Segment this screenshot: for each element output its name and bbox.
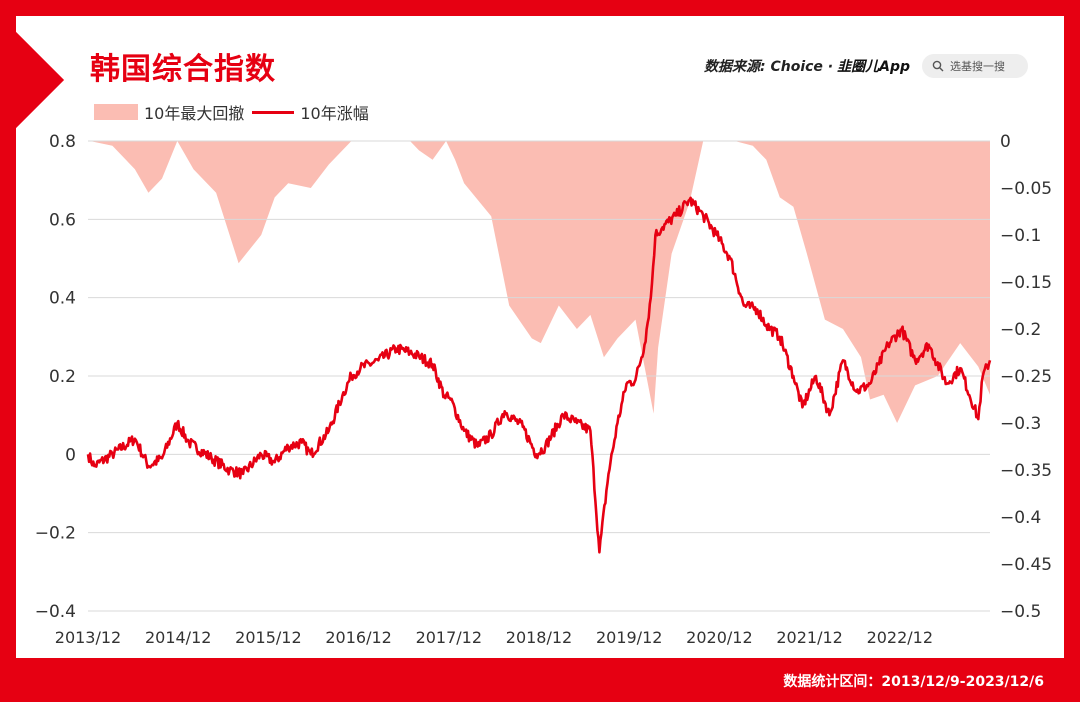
legend-swatch-return [252, 110, 295, 114]
x-axis-tick-label: 2021/12 [776, 628, 842, 647]
right-axis-tick-label: −0.45 [1000, 555, 1052, 575]
left-axis-tick-label: 0.4 [49, 289, 76, 309]
right-axis-tick-label: 0 [1000, 132, 1011, 152]
chart-title: 韩国综合指数 [90, 52, 276, 87]
right-axis-tick-label: −0.2 [1000, 320, 1041, 340]
x-axis-tick-label: 2013/12 [55, 628, 121, 647]
chart-legend: 10年最大回撤 10年涨幅 [94, 100, 369, 124]
right-axis-tick-label: −0.5 [1000, 602, 1041, 622]
right-axis-tick-label: −0.35 [1000, 461, 1052, 481]
source-app-name: 韭圈儿App [837, 59, 911, 75]
x-axis-tick-label: 2020/12 [686, 628, 752, 647]
legend-swatch-drawdown [94, 104, 138, 120]
search-icon [932, 60, 944, 72]
x-axis-tick-label: 2022/12 [867, 628, 933, 647]
x-axis-tick-label: 2016/12 [325, 628, 391, 647]
left-axis-tick-label: −0.2 [35, 524, 76, 544]
right-axis-tick-label: −0.4 [1000, 508, 1041, 528]
fund-search-box[interactable]: 选基搜一搜 [922, 54, 1028, 78]
left-axis-tick-label: 0.2 [49, 367, 76, 387]
x-axis-tick-label: 2015/12 [235, 628, 301, 647]
right-axis-tick-label: −0.05 [1000, 179, 1052, 199]
legend-label-return: 10年涨幅 [300, 104, 369, 123]
right-axis-tick-label: −0.3 [1000, 414, 1041, 434]
right-axis-tick-label: −0.15 [1000, 273, 1052, 293]
data-source-label: 数据来源: Choice · [704, 59, 834, 75]
left-axis-tick-label: 0.8 [49, 132, 76, 152]
legend-label-drawdown: 10年最大回撤 [144, 104, 245, 123]
x-axis-tick-label: 2014/12 [145, 628, 211, 647]
stat-period-footer: 数据统计区间：2013/12/9-2023/12/6 [783, 674, 1044, 690]
x-axis-tick-label: 2019/12 [596, 628, 662, 647]
return-line [86, 196, 992, 554]
left-axis-tick-label: 0 [65, 445, 76, 465]
drawdown-area [89, 141, 991, 423]
data-source: 数据来源: Choice · 韭圈儿App [704, 56, 910, 76]
x-axis-tick-label: 2017/12 [416, 628, 482, 647]
right-axis-tick-label: −0.1 [1000, 226, 1041, 246]
search-placeholder: 选基搜一搜 [950, 60, 1005, 73]
left-axis-tick-label: 0.6 [49, 210, 76, 230]
left-axis-tick-label: −0.4 [35, 602, 76, 622]
x-axis-tick-label: 2018/12 [506, 628, 572, 647]
right-axis-tick-label: −0.25 [1000, 367, 1052, 387]
